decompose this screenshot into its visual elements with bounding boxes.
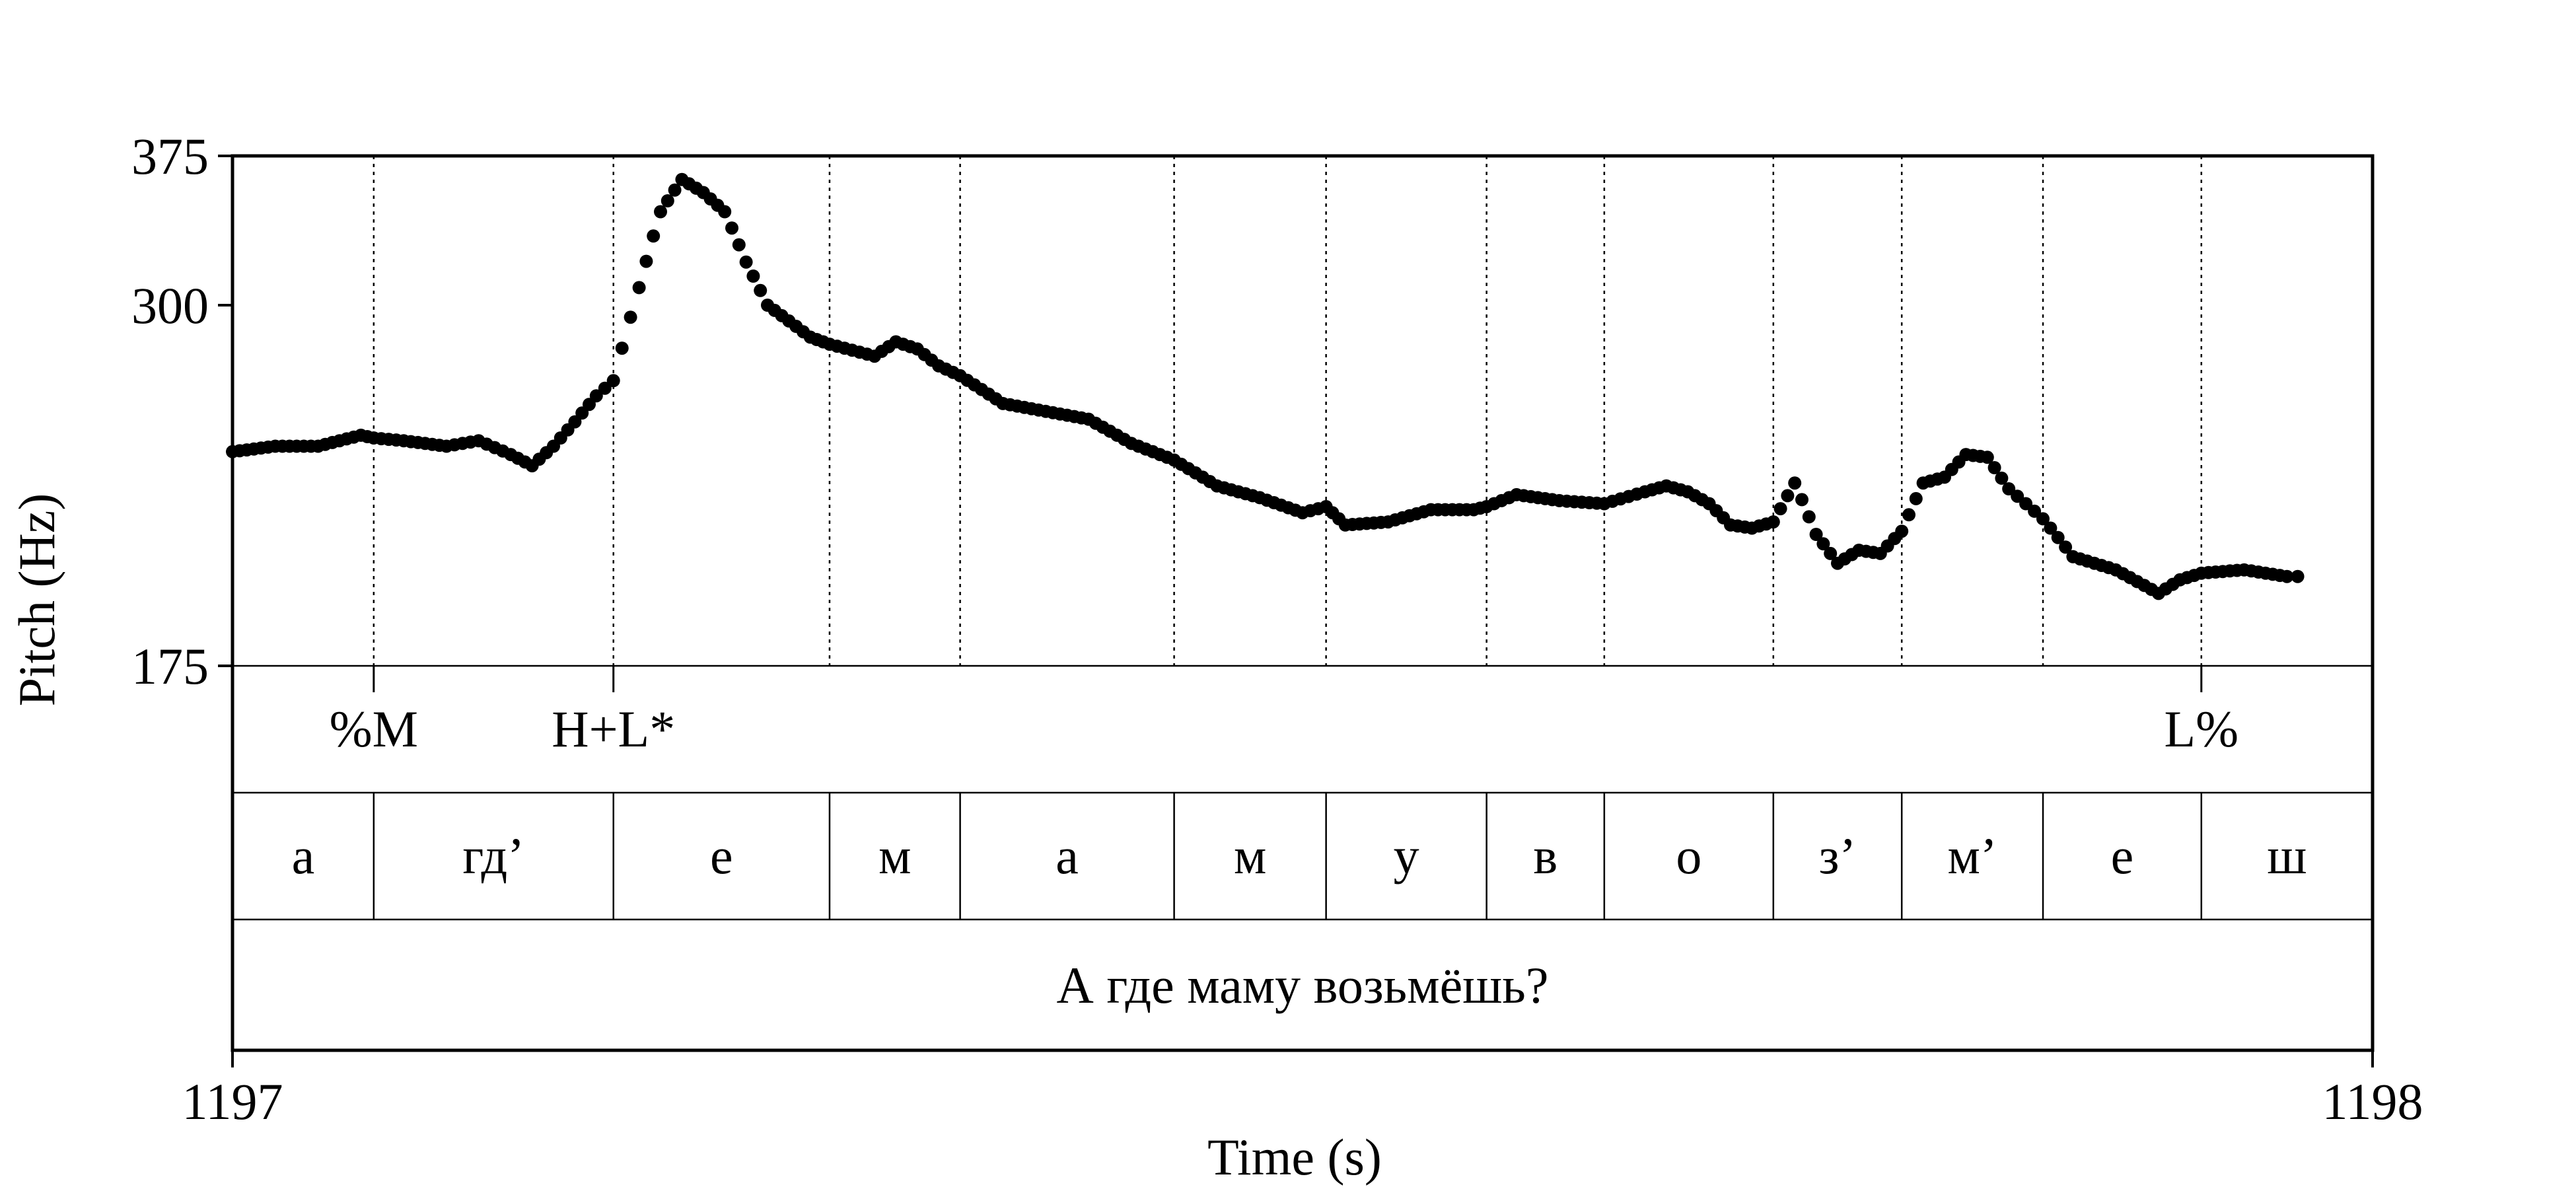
axis-ticks: 175 300 375 1197 1198 (131, 127, 2423, 1130)
segment-label-0: а (292, 827, 315, 884)
pitch-point-250 (2036, 512, 2050, 526)
segment-label-4: а (1055, 827, 1079, 884)
annotation-tiers: %M H+L* L% а гд’ е м а м у в о з’ м’ е ш А где маму возь… (292, 666, 2307, 1014)
segment-label-12: ш (2267, 827, 2307, 884)
tone-label-0: %M (330, 700, 418, 758)
pitch-point-54 (624, 310, 637, 324)
segment-label-10: м’ (1947, 827, 1997, 884)
pitch-point-247 (2011, 489, 2024, 503)
pitch-point-220 (1816, 537, 1830, 551)
segment-label-9: з’ (1819, 827, 1857, 884)
pitch-point-71 (746, 270, 760, 283)
pitch-points (226, 172, 2305, 600)
pitch-point-51 (598, 381, 612, 395)
pitch-point-217 (1795, 493, 1808, 507)
x-tick-label-0: 1197 (182, 1073, 283, 1130)
x-axis-label: Time (s) (1207, 1128, 1382, 1186)
segment-label-5: м (1234, 827, 1266, 884)
pitch-point-57 (647, 229, 661, 243)
segment-label-8: о (1676, 827, 1701, 884)
pitch-point-246 (2002, 482, 2016, 495)
pitch-point-221 (1824, 546, 1838, 560)
pitch-point-214 (1773, 502, 1787, 516)
segment-label-3: м (878, 827, 911, 884)
pitch-point-59 (661, 194, 674, 207)
pitch-point-219 (1809, 528, 1823, 541)
boundary-lines (373, 156, 2203, 666)
pitch-point-233 (1909, 491, 1923, 505)
pitch-point-232 (1902, 508, 1915, 522)
y-axis-label: Pitch (Hz) (8, 493, 65, 707)
pitch-point-251 (2044, 521, 2057, 535)
pitch-point-50 (589, 389, 603, 403)
pitch-point-55 (632, 281, 646, 295)
pitch-point-67 (718, 205, 732, 219)
pitch-point-249 (2028, 504, 2042, 518)
pitch-point-47 (568, 415, 582, 429)
y-tick-label-0: 175 (131, 637, 209, 695)
y-tick-label-1: 300 (131, 277, 209, 334)
pitch-point-285 (2291, 569, 2305, 583)
pitch-point-215 (1781, 489, 1795, 503)
segment-label-7: в (1533, 827, 1557, 884)
pitch-point-72 (754, 283, 768, 297)
segment-label-1: гд’ (462, 827, 524, 884)
pitch-point-56 (639, 254, 653, 268)
y-tick-label-2: 375 (131, 127, 209, 185)
pitch-point-60 (668, 183, 682, 197)
pitch-point-243 (1980, 450, 1994, 464)
pitch-point-218 (1802, 510, 1816, 524)
pitch-point-53 (615, 342, 629, 355)
segment-label-6: у (1394, 827, 1419, 884)
pitch-point-70 (739, 255, 753, 269)
pitch-point-248 (2019, 497, 2033, 511)
utterance-label: А где маму возьмёшь? (1057, 956, 1549, 1014)
pitch-point-69 (732, 238, 746, 252)
pitch-point-216 (1788, 476, 1802, 490)
plot-frame (231, 154, 2375, 1052)
pitch-point-284 (2280, 569, 2294, 583)
pitch-point-68 (725, 221, 738, 235)
pitch-point-245 (1995, 471, 2009, 485)
outer-frame (231, 154, 2375, 1052)
pitch-point-252 (2051, 530, 2065, 544)
segment-label-2: е (710, 827, 733, 884)
tone-label-1: H+L* (552, 700, 675, 758)
segment-label-11: е (2111, 827, 2134, 884)
pitch-point-58 (654, 205, 667, 219)
x-tick-label-1: 1198 (2322, 1073, 2423, 1130)
tone-label-2: L% (2164, 700, 2238, 758)
pitch-point-253 (2059, 540, 2073, 554)
pitch-point-244 (1987, 461, 2001, 474)
